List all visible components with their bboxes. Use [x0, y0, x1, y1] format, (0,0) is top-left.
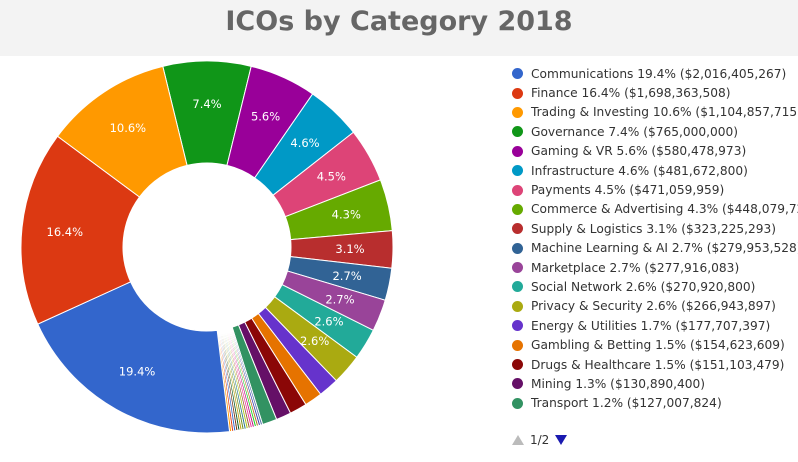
pie-slice[interactable] — [56, 65, 188, 198]
slice-label: 2.6% — [300, 334, 329, 348]
legend-swatch — [512, 242, 523, 254]
slice-label: 4.3% — [332, 208, 361, 222]
legend-item[interactable]: Infrastructure 4.6% ($481,672,800) — [512, 161, 798, 180]
legend-item[interactable]: Supply & Logistics 3.1% ($323,225,293) — [512, 219, 798, 238]
legend-label: Gambling & Betting 1.5% ($154,623,609) — [531, 338, 785, 353]
pie-slice[interactable] — [37, 281, 231, 434]
legend-label: Energy & Utilities 1.7% ($177,707,397) — [531, 318, 771, 333]
legend-swatch — [512, 223, 523, 235]
legend-swatch — [512, 378, 523, 390]
legend-item[interactable]: Communications 19.4% ($2,016,405,267) — [512, 64, 798, 83]
title-bar — [0, 0, 798, 56]
legend-item[interactable]: Machine Learning & AI 2.7% ($279,953,528… — [512, 239, 798, 258]
legend-swatch — [512, 165, 523, 177]
legend-swatch — [512, 145, 523, 157]
slice-label: 5.6% — [251, 110, 280, 124]
legend-item[interactable]: Privacy & Security 2.6% ($266,943,897) — [512, 297, 798, 316]
legend-label: Finance 16.4% ($1,698,363,508) — [531, 86, 731, 101]
legend-swatch — [512, 262, 523, 274]
slice-label: 3.1% — [335, 242, 364, 256]
legend-swatch — [512, 106, 523, 118]
legend-item[interactable]: Marketplace 2.7% ($277,916,083) — [512, 258, 798, 277]
legend-swatch — [512, 203, 523, 215]
legend-swatch — [512, 68, 523, 80]
legend-label: Governance 7.4% ($765,000,000) — [531, 124, 739, 139]
legend-label: Drugs & Healthcare 1.5% ($151,103,479) — [531, 357, 785, 372]
slice-label: 19.4% — [119, 365, 156, 379]
legend-item[interactable]: Commerce & Advertising 4.3% ($448,079,72… — [512, 200, 798, 219]
slice-label: 16.4% — [47, 225, 84, 239]
legend-item[interactable]: Governance 7.4% ($765,000,000) — [512, 122, 798, 141]
legend-swatch — [512, 339, 523, 351]
legend-swatch — [512, 320, 523, 332]
legend-label: Trading & Investing 10.6% ($1,104,857,71… — [531, 105, 798, 120]
legend-label: Communications 19.4% ($2,016,405,267) — [531, 66, 787, 81]
slice-label: 2.7% — [332, 269, 361, 283]
legend-label: Machine Learning & AI 2.7% ($279,953,528… — [531, 241, 798, 256]
legend-label: Transport 1.2% ($127,007,824) — [531, 396, 722, 411]
slice-label: 7.4% — [192, 97, 221, 111]
legend-item[interactable]: Drugs & Healthcare 1.5% ($151,103,479) — [512, 355, 798, 374]
legend-item[interactable]: Payments 4.5% ($471,059,959) — [512, 180, 798, 199]
legend-swatch — [512, 184, 523, 196]
legend-item[interactable]: Social Network 2.6% ($270,920,800) — [512, 277, 798, 296]
legend-item[interactable]: Energy & Utilities 1.7% ($177,707,397) — [512, 316, 798, 335]
legend-swatch — [512, 281, 523, 293]
legend-swatch — [512, 397, 523, 409]
legend-swatch — [512, 87, 523, 99]
slice-label: 4.6% — [290, 136, 319, 150]
legend-swatch — [512, 359, 523, 371]
legend-item[interactable]: Transport 1.2% ($127,007,824) — [512, 394, 798, 413]
legend-pager: 1/2 — [512, 433, 568, 447]
legend-swatch — [512, 126, 523, 138]
legend-label: Payments 4.5% ($471,059,959) — [531, 183, 725, 198]
legend-label: Social Network 2.6% ($270,920,800) — [531, 279, 756, 294]
legend-page-indicator: 1/2 — [530, 433, 550, 447]
chart-title: ICOs by Category 2018 — [225, 6, 573, 37]
legend-swatch — [512, 300, 523, 312]
slice-label: 2.7% — [325, 293, 354, 307]
chart-legend: Communications 19.4% ($2,016,405,267) Fin… — [512, 64, 798, 413]
legend-item[interactable]: Gambling & Betting 1.5% ($154,623,609) — [512, 335, 798, 354]
legend-item[interactable]: Mining 1.3% ($130,890,400) — [512, 374, 798, 393]
pie-slice[interactable] — [20, 135, 141, 325]
legend-item[interactable]: Finance 16.4% ($1,698,363,508) — [512, 83, 798, 102]
legend-item[interactable]: Gaming & VR 5.6% ($580,478,973) — [512, 142, 798, 161]
donut-chart: 7.4% 5.6% 4.6% 4.5% 4.3% 3.1% 2.7% 2.7% 2.6% 2.6%… — [20, 60, 394, 434]
slice-label: 2.6% — [314, 315, 343, 329]
legend-prev-page-icon[interactable] — [512, 435, 524, 445]
legend-label: Supply & Logistics 3.1% ($323,225,293) — [531, 221, 777, 236]
legend-label: Infrastructure 4.6% ($481,672,800) — [531, 163, 748, 178]
slice-label: 10.6% — [110, 121, 147, 135]
legend-item[interactable]: Trading & Investing 10.6% ($1,104,857,71… — [512, 103, 798, 122]
legend-label: Gaming & VR 5.6% ($580,478,973) — [531, 144, 747, 159]
slice-label: 4.5% — [317, 169, 346, 183]
legend-label: Commerce & Advertising 4.3% ($448,079,72… — [531, 202, 798, 217]
legend-next-page-icon[interactable] — [555, 435, 568, 445]
legend-label: Marketplace 2.7% ($277,916,083) — [531, 260, 740, 275]
legend-label: Privacy & Security 2.6% ($266,943,897) — [531, 299, 776, 314]
legend-label: Mining 1.3% ($130,890,400) — [531, 376, 705, 391]
